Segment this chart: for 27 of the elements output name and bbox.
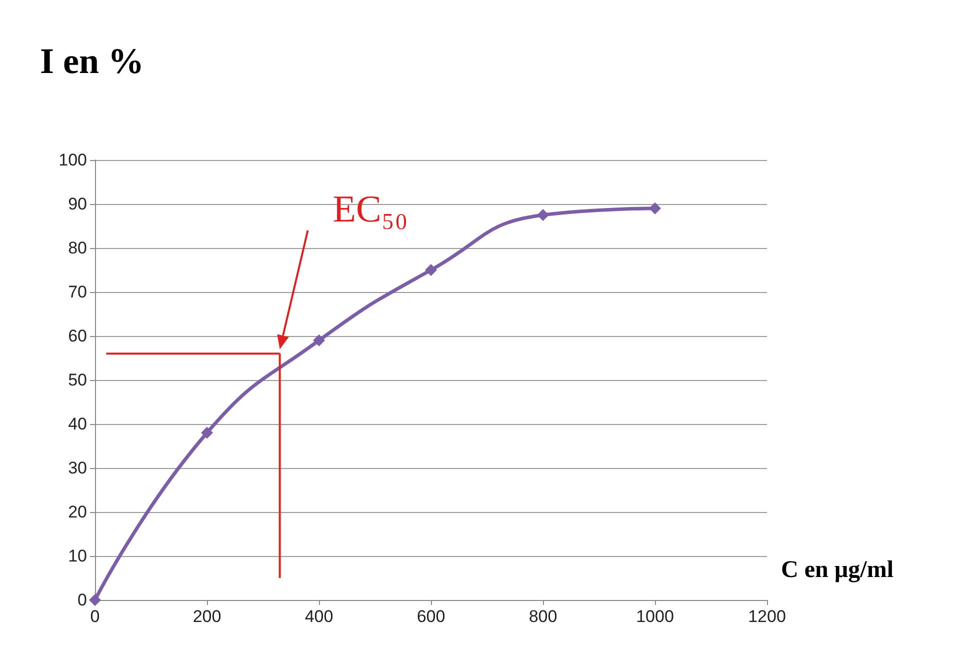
x-tick-label: 600 — [416, 607, 446, 626]
y-tick-label: 100 — [58, 150, 87, 170]
point — [201, 426, 213, 439]
y-tick-label: 0 — [78, 590, 87, 610]
annotation: EC₅₀ — [332, 188, 408, 230]
y-tick-label: 50 — [68, 370, 87, 390]
point — [89, 594, 101, 606]
x-tick-label: 1200 — [748, 607, 786, 626]
y-tick-label: 90 — [68, 194, 87, 214]
x-tick-label: 1000 — [636, 607, 674, 626]
y-tick-label: 80 — [68, 238, 87, 258]
x-tick-label: 0 — [90, 607, 100, 626]
y-tick-label: 20 — [68, 502, 87, 522]
point — [537, 209, 549, 221]
point — [649, 202, 661, 214]
x-tick-label: 400 — [304, 607, 334, 626]
y-tick-label: 30 — [68, 458, 87, 478]
y-tick-label: 70 — [68, 282, 87, 302]
x-tick-label: 800 — [528, 607, 558, 626]
y-axis-title: I en % — [40, 41, 144, 81]
y-tick-label: 40 — [68, 414, 87, 434]
x-axis-title: C en µg/ml — [781, 557, 894, 583]
point — [425, 264, 437, 276]
point — [313, 334, 325, 346]
y-tick-label: 10 — [68, 546, 87, 566]
y-tick-label: 60 — [68, 326, 87, 346]
x-tick-label: 200 — [192, 607, 222, 626]
